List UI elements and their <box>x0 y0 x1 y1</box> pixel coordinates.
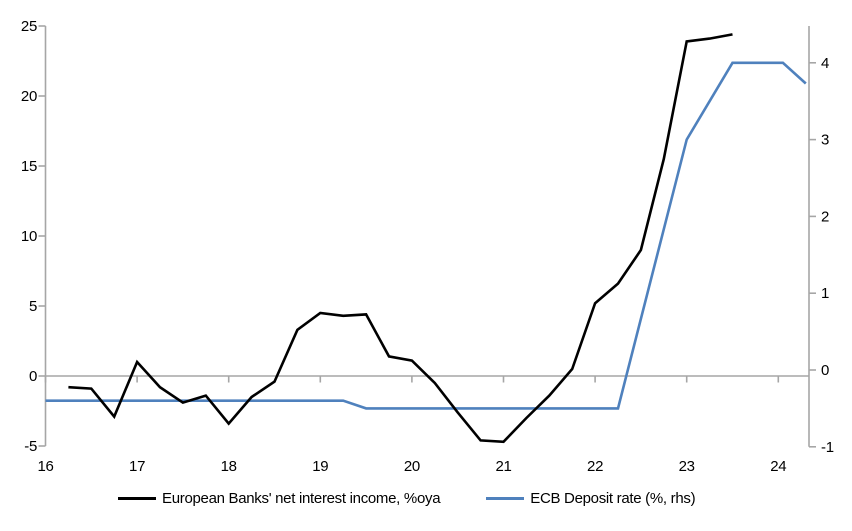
legend-item-nii: European Banks' net interest income, %oy… <box>118 489 441 507</box>
x-axis-tick-label: 17 <box>129 458 145 475</box>
legend-swatch-nii <box>118 496 156 500</box>
left-axis-tick-label: 15 <box>21 158 37 175</box>
x-axis-tick-label: 20 <box>404 458 420 475</box>
x-axis-tick-label: 22 <box>587 458 603 475</box>
legend-label-nii: European Banks' net interest income, %oy… <box>162 489 441 507</box>
x-axis-tick-label: 24 <box>770 458 786 475</box>
legend-label-ecb: ECB Deposit rate (%, rhs) <box>530 489 696 507</box>
x-axis-tick-label: 19 <box>312 458 328 475</box>
left-axis-tick-label: 25 <box>21 18 37 35</box>
left-axis-tick-label: 10 <box>21 228 37 245</box>
right-axis-tick-label: 0 <box>821 362 829 379</box>
right-axis-tick-label: 2 <box>821 208 829 225</box>
legend-swatch-ecb <box>486 496 525 500</box>
x-axis-tick-label: 23 <box>679 458 695 475</box>
left-axis-tick-label: 0 <box>29 368 37 385</box>
x-axis-tick-label: 18 <box>221 458 237 475</box>
series-line-ecb-deposit-rate <box>45 61 807 410</box>
left-axis-tick-label: -5 <box>24 438 37 455</box>
series-line-european-banks-nii <box>68 33 733 444</box>
chart-legend: European Banks' net interest income, %oy… <box>0 488 852 508</box>
right-axis-tick-label: 1 <box>821 285 829 302</box>
left-axis-tick-label: 20 <box>21 88 37 105</box>
x-axis-tick-label: 16 <box>37 458 53 475</box>
legend-item-ecb: ECB Deposit rate (%, rhs) <box>486 489 696 507</box>
right-axis-tick-label: 4 <box>821 55 829 72</box>
right-axis-tick-label: 3 <box>821 132 829 149</box>
x-axis-tick-label: 21 <box>495 458 511 475</box>
right-axis-tick-label: -1 <box>821 439 834 456</box>
left-axis-tick-label: 5 <box>29 298 37 315</box>
